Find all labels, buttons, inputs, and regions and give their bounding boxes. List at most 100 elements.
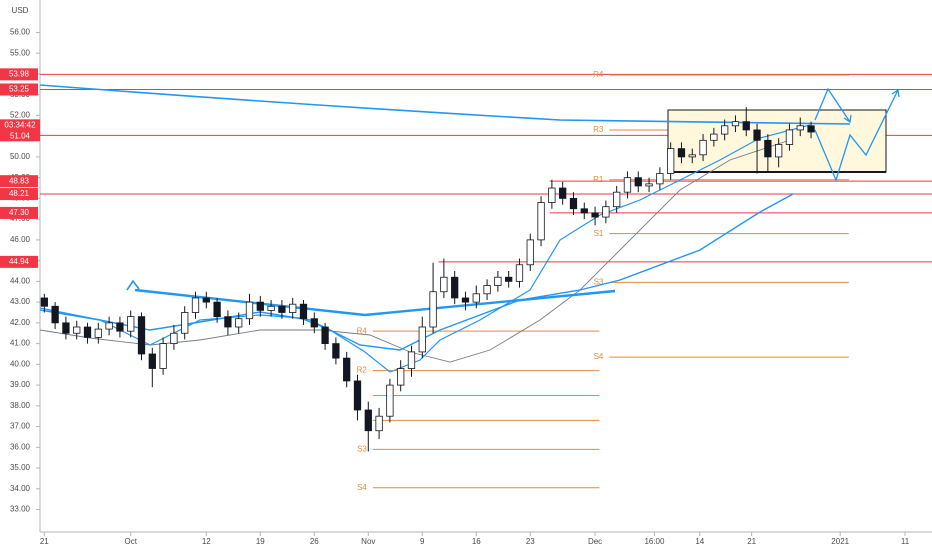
candle-body bbox=[515, 264, 524, 282]
candle-body bbox=[677, 148, 686, 158]
y-tick-label: 35.00 bbox=[10, 463, 31, 472]
level-label: 48.83 bbox=[9, 176, 30, 185]
candle-body bbox=[343, 357, 351, 382]
x-tick-label: Oct bbox=[124, 537, 137, 546]
x-tick-label: 9 bbox=[420, 537, 425, 546]
level-badge bbox=[0, 175, 38, 188]
candle-body bbox=[364, 409, 372, 432]
candle-body bbox=[386, 384, 394, 417]
y-tick-label: 34.00 bbox=[10, 484, 31, 493]
candle-body bbox=[602, 206, 610, 218]
candle-body bbox=[418, 326, 426, 353]
level-badge bbox=[0, 206, 38, 219]
candle-body bbox=[645, 183, 653, 187]
currency-label: USD bbox=[12, 6, 29, 15]
ma-medium bbox=[39, 193, 794, 351]
pivot-label: R2 bbox=[357, 366, 368, 375]
candle-body bbox=[40, 297, 48, 307]
pivot-label: S4 bbox=[357, 483, 367, 492]
candle-body bbox=[796, 125, 804, 131]
candle-body bbox=[353, 380, 362, 411]
candle-body bbox=[159, 343, 167, 369]
candle-body bbox=[62, 322, 70, 334]
candle-body bbox=[688, 154, 696, 158]
candle-body bbox=[548, 187, 556, 203]
candle-body bbox=[127, 316, 135, 332]
price-badge bbox=[0, 119, 40, 142]
x-tick-label: 19 bbox=[256, 537, 265, 546]
y-tick-label: 50.00 bbox=[10, 152, 31, 161]
price-time: 03:34:42 bbox=[4, 120, 36, 129]
candle-body bbox=[181, 312, 189, 334]
y-tick-label: 36.00 bbox=[10, 442, 31, 451]
candle-body bbox=[569, 197, 578, 210]
candle-body bbox=[472, 293, 480, 303]
level-label: 47.30 bbox=[9, 208, 30, 217]
candle-body bbox=[224, 316, 232, 328]
x-tick-label: 23 bbox=[526, 537, 535, 546]
candle-body bbox=[213, 301, 221, 318]
pivot-label: R4 bbox=[357, 326, 368, 335]
candle-body bbox=[731, 121, 740, 127]
candle-body bbox=[256, 301, 264, 311]
x-tick-label: Nov bbox=[361, 537, 375, 546]
candle-body bbox=[310, 318, 318, 328]
level-badge bbox=[0, 83, 38, 96]
y-tick-label: 39.00 bbox=[10, 380, 31, 389]
x-tick-label: 2021 bbox=[831, 537, 849, 546]
candle-body bbox=[483, 285, 491, 295]
candle-body bbox=[613, 191, 621, 208]
level-badge bbox=[0, 255, 38, 268]
y-tick-label: 46.00 bbox=[10, 235, 31, 244]
candle-body bbox=[332, 343, 340, 359]
x-tick-label: 14 bbox=[695, 537, 704, 546]
pivot-label: S3 bbox=[594, 278, 604, 287]
candle-body bbox=[505, 276, 513, 282]
candle-body bbox=[451, 276, 459, 299]
y-tick-label: 52.00 bbox=[10, 111, 31, 120]
candle-body bbox=[634, 177, 642, 187]
candle-body bbox=[580, 208, 588, 214]
pivot-label: R4 bbox=[593, 70, 604, 79]
candle-body bbox=[699, 139, 707, 156]
candle-body bbox=[51, 305, 59, 324]
candle-body bbox=[742, 121, 750, 131]
pivots: R4 R2 S3 S4 R4 R3 R1 S1 S3 S4 bbox=[357, 70, 849, 492]
candles bbox=[40, 107, 815, 452]
candle-body bbox=[807, 125, 815, 133]
level-label: 44.94 bbox=[9, 257, 30, 266]
candle-body bbox=[710, 133, 718, 141]
candle-body bbox=[440, 276, 448, 293]
projection bbox=[814, 87, 900, 182]
x-tick-label: 21 bbox=[40, 537, 49, 546]
candle-body bbox=[105, 322, 113, 330]
candle-body bbox=[202, 297, 210, 303]
x-tick-label: 16:00 bbox=[644, 537, 665, 546]
candle-body bbox=[623, 177, 632, 193]
candle-body bbox=[235, 318, 243, 328]
y-tick-label: 33.00 bbox=[10, 505, 31, 514]
candle-body bbox=[289, 303, 297, 313]
candle-body bbox=[775, 144, 783, 158]
level-label: 53.98 bbox=[9, 69, 30, 78]
candle-body bbox=[245, 301, 254, 320]
ma-fast bbox=[39, 124, 811, 373]
candle-body bbox=[537, 202, 545, 241]
levels bbox=[40, 73, 932, 263]
trendline bbox=[134, 288, 616, 317]
axes: 33.00 34.00 35.00 36.00 37.00 38.00 39.00 40.00… bbox=[0, 28, 910, 546]
y-tick-label: 44.00 bbox=[10, 276, 31, 285]
candle-body bbox=[753, 129, 761, 141]
level-badge bbox=[0, 188, 38, 201]
y-tick-label: 42.00 bbox=[10, 318, 31, 327]
candle-body bbox=[494, 276, 502, 286]
y-tick-label: 37.00 bbox=[10, 422, 31, 431]
candle-body bbox=[267, 305, 275, 311]
ma-200 bbox=[39, 84, 851, 125]
candle-body bbox=[137, 316, 146, 355]
candle-body bbox=[591, 212, 599, 218]
candle-body bbox=[785, 129, 794, 145]
candle-body bbox=[170, 332, 178, 345]
candle-body bbox=[148, 353, 156, 369]
x-tick-label: 12 bbox=[202, 537, 211, 546]
